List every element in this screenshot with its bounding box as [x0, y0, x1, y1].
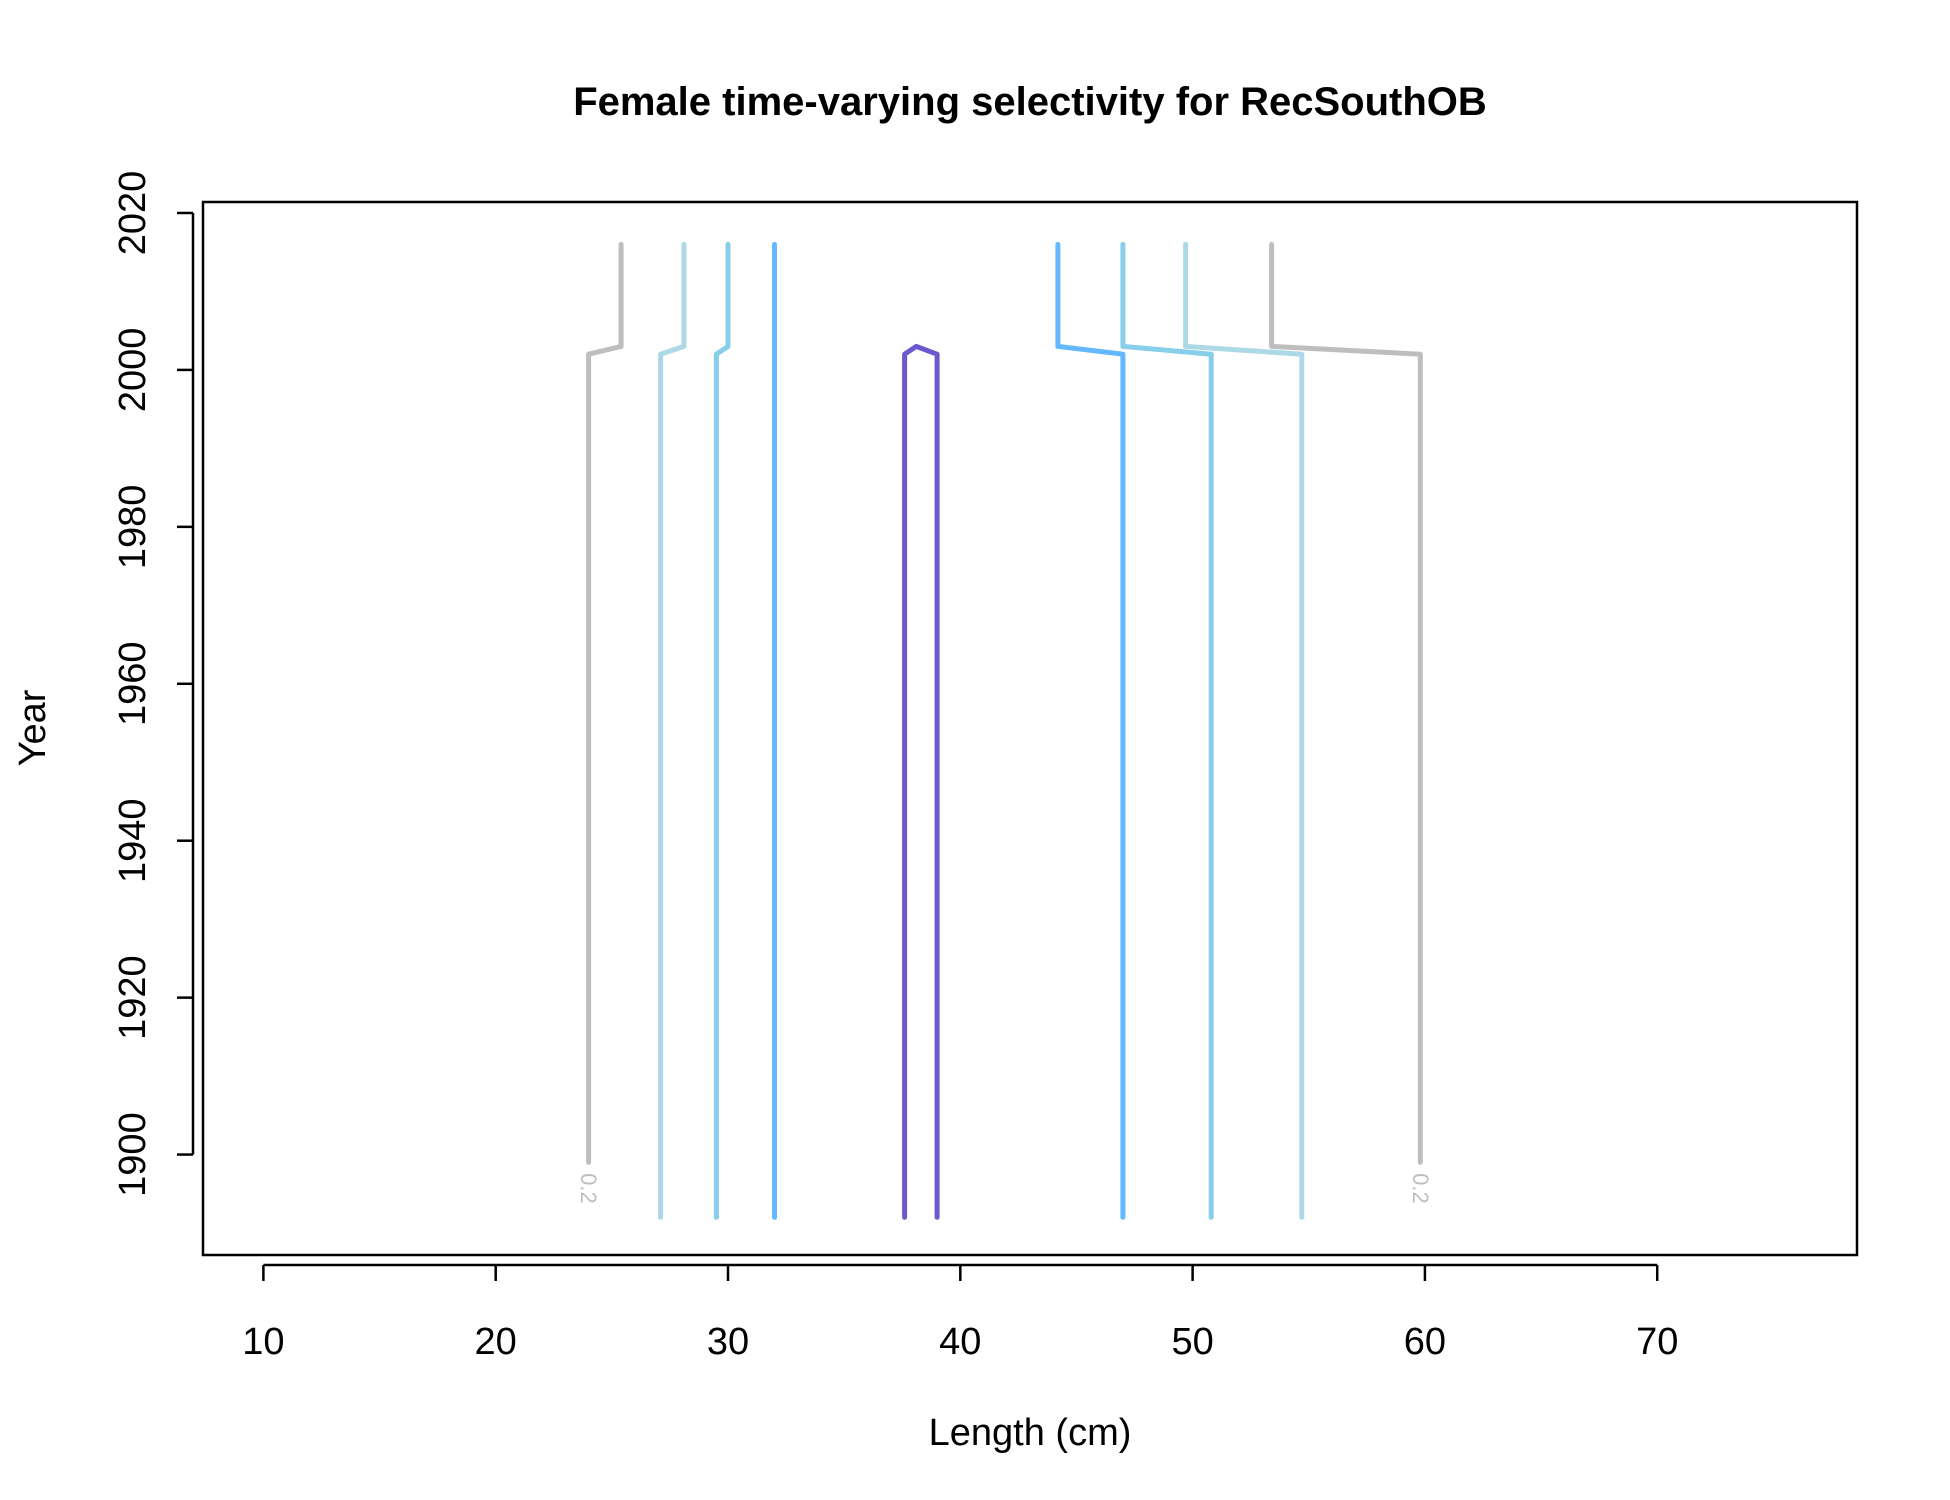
contour-line-2-0: [713, 241, 731, 1220]
x-tick-label: 50: [1171, 1321, 1213, 1363]
y-tick-label: 2000: [112, 328, 154, 413]
chart-title: Female time-varying selectivity for RecS…: [573, 80, 1487, 124]
x-tick-label: 60: [1404, 1321, 1446, 1363]
contour-line-0-1: [1269, 241, 1423, 1165]
contour-level-label: 0.2: [576, 1173, 601, 1204]
x-tick-label: 40: [939, 1321, 981, 1363]
y-tick-label: 2020: [112, 171, 154, 256]
axes: 10 20 30 40 50 60 70 1900 1920 1940 1960 1980 2000 20…: [112, 171, 1678, 1363]
y-axis-label: Year: [12, 689, 54, 766]
x-tick-label: 70: [1636, 1321, 1678, 1363]
contour-line-1-1: [1183, 241, 1305, 1220]
contour-series: [586, 241, 1423, 1220]
contour-line-1-0: [658, 241, 687, 1220]
x-tick-label: 10: [242, 1321, 284, 1363]
y-tick-label: 1940: [112, 798, 154, 883]
contour-line-3-1: [1055, 241, 1126, 1220]
y-tick-label: 1960: [112, 642, 154, 727]
contour-line-4-0: [902, 343, 940, 1220]
contour-labels: 0.2 0.2: [576, 1173, 1433, 1204]
y-tick-label: 1980: [112, 485, 154, 570]
y-tick-label: 1920: [112, 955, 154, 1040]
x-tick-label: 20: [475, 1321, 517, 1363]
contour-line-0-0: [586, 241, 624, 1165]
x-axis-label: Length (cm): [929, 1412, 1132, 1454]
contour-level-label: 0.2: [1408, 1173, 1433, 1204]
x-tick-label: 30: [707, 1321, 749, 1363]
y-tick-label: 1900: [112, 1112, 154, 1197]
plot-frame: [201, 200, 1859, 1257]
contour-line-2-1: [1120, 241, 1214, 1220]
